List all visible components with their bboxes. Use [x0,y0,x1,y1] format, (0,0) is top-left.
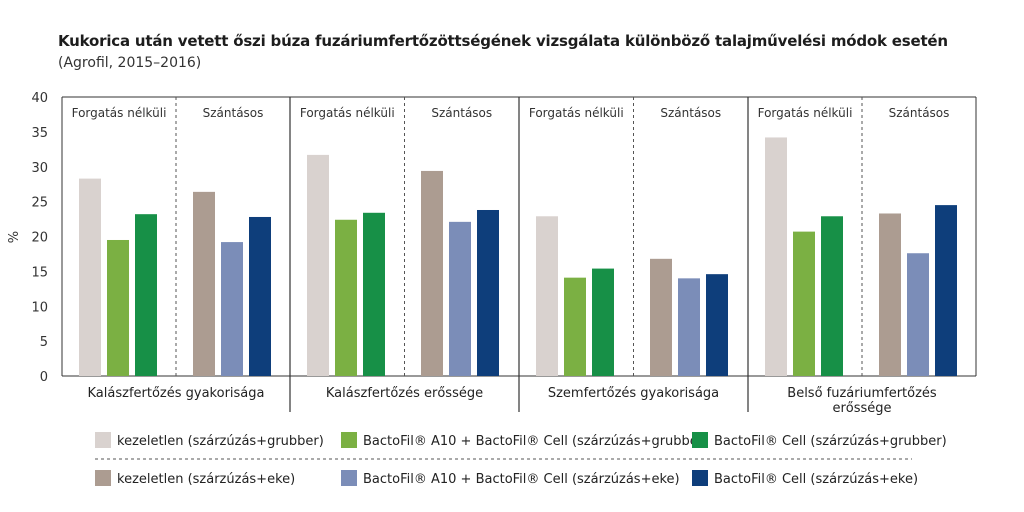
bar [650,258,672,376]
bar [421,170,443,376]
y-tick-label: 35 [31,126,48,141]
y-tick-label: 30 [31,161,48,176]
y-tick-label: 20 [31,231,48,246]
legend-swatch [692,470,708,486]
bar [449,221,471,376]
legend-swatch [341,432,357,448]
bar [477,209,499,376]
legend-label: BactoFil® A10 + BactoFil® Cell (szárzúzá… [363,434,708,449]
bar [79,178,101,376]
category-label: Kalászfertőzés erőssége [326,386,483,401]
bar [678,278,700,376]
bar [564,277,586,376]
legend-label: BactoFil® Cell (szárzúzás+grubber) [714,434,947,449]
bar [821,216,843,376]
legend-label: kezeletlen (szárzúzás+eke) [117,472,295,487]
subgroup-label: Szántásos [660,106,721,120]
subgroup-label: Forgatás nélküli [300,106,395,120]
bar [706,274,728,376]
legend-label: kezeletlen (szárzúzás+grubber) [117,434,324,449]
subgroup-label: Forgatás nélküli [529,106,624,120]
bar [935,205,957,376]
legend-swatch [95,432,111,448]
bar [193,191,215,376]
legend-swatch [95,470,111,486]
subgroup-label: Szántásos [431,106,492,120]
bar [879,213,901,376]
bar [107,239,129,376]
bar [592,268,614,376]
bar [335,219,357,376]
bar [793,231,815,376]
legend-swatch [341,470,357,486]
legend-label: BactoFil® Cell (szárzúzás+eke) [714,472,918,487]
bar [363,212,385,376]
bar [907,253,929,376]
y-tick-label: 15 [31,265,48,280]
y-axis-label: % [7,231,22,243]
subgroup-label: Forgatás nélküli [758,106,853,120]
legend-label: BactoFil® A10 + BactoFil® Cell (szárzúzá… [363,472,680,487]
y-tick-label: 10 [31,300,48,315]
y-tick-label: 5 [40,335,48,350]
bar [221,242,243,376]
category-label: Szemfertőzés gyakorisága [548,386,719,401]
y-tick-label: 0 [40,370,48,385]
chart-subtitle: (Agrofil, 2015–2016) [58,55,202,71]
chart-title: Kukorica után vetett őszi búza fuzáriumf… [58,32,948,50]
legend-swatch [692,432,708,448]
bar [307,154,329,376]
subgroup-label: Szántásos [889,106,950,120]
y-tick-label: 40 [31,91,48,106]
bar [249,216,271,376]
category-label: Kalászfertőzés gyakorisága [88,386,265,401]
subgroup-label: Forgatás nélküli [72,106,167,120]
bar [135,214,157,376]
subgroup-label: Szántásos [203,106,264,120]
category-label: Belső fuzáriumfertőzés [787,386,937,401]
bar [536,216,558,376]
y-tick-label: 25 [31,196,48,211]
bar [765,137,787,376]
category-label: erőssége [832,401,891,416]
